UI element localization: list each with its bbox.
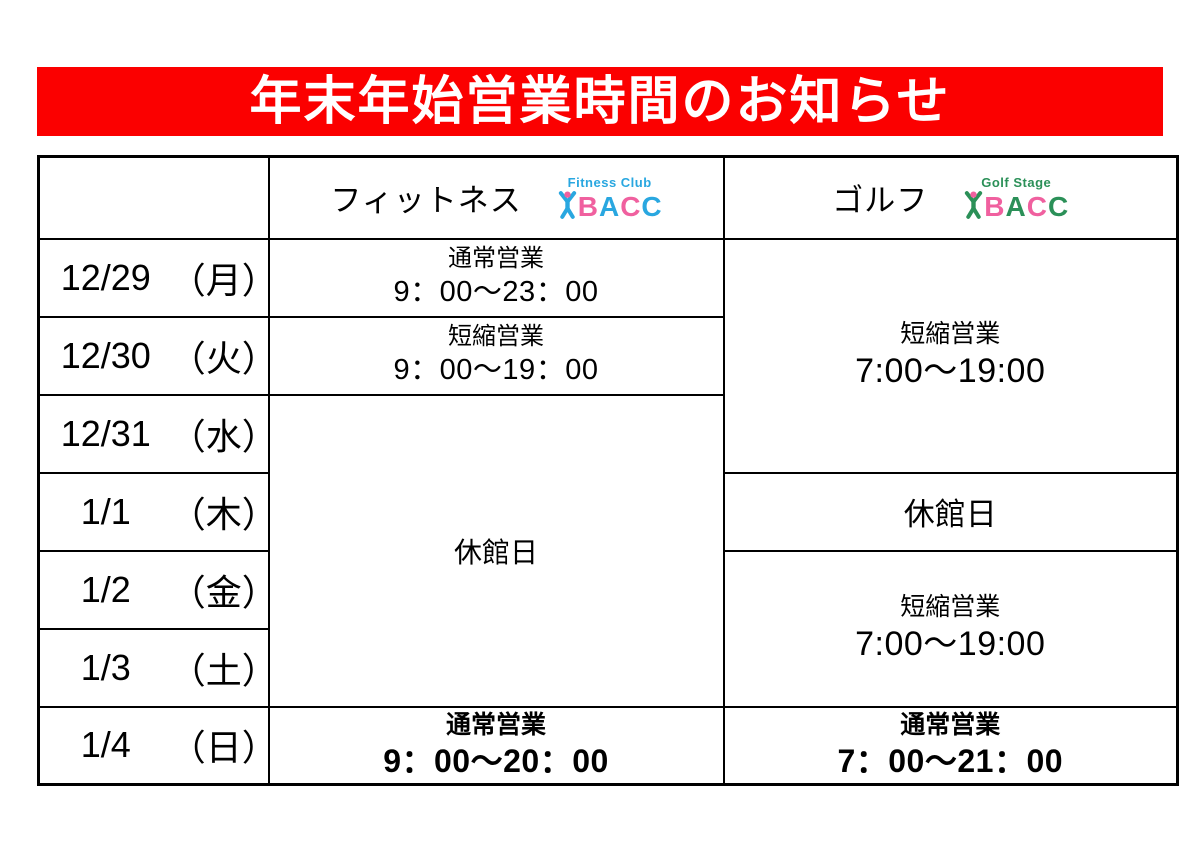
date-value: 1/2 <box>80 568 131 610</box>
date-cell-12-29: 12/29 （月） <box>37 237 278 318</box>
person-arms-up-icon <box>558 191 576 220</box>
weekday-value: （月） <box>169 259 278 301</box>
fitness-label: フィットネス <box>330 183 522 219</box>
table-row: 12/31 （水） 休館日 <box>37 393 1178 708</box>
golf-column-header: ゴルフ Golf Stage B <box>722 155 1179 240</box>
date-value: 1/3 <box>80 646 131 688</box>
hours-table: フィットネス Fitness Club B <box>37 155 1179 786</box>
golf-closed-jan1: 休館日 <box>722 471 1179 552</box>
date-value: 1/1 <box>80 490 131 532</box>
golf-label: ゴルフ <box>832 183 929 219</box>
date-value: 1/4 <box>80 724 131 766</box>
weekday-value: （火） <box>169 337 278 379</box>
logo-letter: C <box>1026 191 1047 223</box>
table-row: 12/30 （火） 短縮営業 9：00～19：00 <box>37 315 1178 396</box>
title-banner: 年末年始営業時間のお知らせ <box>37 67 1163 136</box>
date-cell-12-30: 12/30 （火） <box>37 315 278 396</box>
golf-stage-logo: Golf Stage B A C <box>964 175 1069 223</box>
golf-logo-tagline: Golf Stage <box>981 175 1052 191</box>
fitness-club-logo: Fitness Club B A C <box>558 175 662 223</box>
golf-hours-dec29-dec31: 短縮営業 7:00～19:00 <box>722 237 1179 474</box>
status-label: 通常営業 <box>900 710 1001 739</box>
weekday-value: （金） <box>169 571 278 613</box>
table-row: 1/4 （日） 通常営業 9：00～20：00 通常営業 7：00～21：00 <box>37 705 1179 786</box>
table-row: 12/29 （月） 通常営業 9：00～23：00 短縮営業 7:00～19:0… <box>37 237 1179 474</box>
golf-hours-jan4: 通常営業 7：00～21：00 <box>722 705 1179 786</box>
date-cell-1-4: 1/4 （日） <box>37 705 278 786</box>
logo-letter: C <box>620 191 641 223</box>
date-value: 12/30 <box>60 334 151 376</box>
fitness-hours-dec30: 短縮営業 9：00～19：00 <box>267 315 725 396</box>
status-label: 通常営業 <box>445 710 546 739</box>
page-title: 年末年始営業時間のお知らせ <box>249 72 951 131</box>
date-value: 12/29 <box>60 256 151 298</box>
hours-value: 7：00～21：00 <box>837 742 1064 779</box>
weekday-value: （木） <box>169 493 278 535</box>
date-value: 12/31 <box>60 412 151 454</box>
weekday-value: （土） <box>169 649 278 691</box>
fitness-column-header: フィットネス Fitness Club B <box>267 155 725 240</box>
status-label: 短縮営業 <box>448 323 544 351</box>
corner-cell <box>37 155 270 240</box>
date-cell-1-2: 1/2 （金） <box>37 549 278 630</box>
logo-letter: A <box>598 191 620 223</box>
fitness-logo-tagline: Fitness Club <box>567 175 652 191</box>
table-row: 1/1 （木） 休館日 <box>37 471 1179 552</box>
fitness-hours-dec29: 通常営業 9：00～23：00 <box>267 237 725 318</box>
hours-value: 9：00～23：00 <box>393 276 599 309</box>
logo-letter: B <box>984 191 1005 223</box>
table-row: 1/2 （金） 短縮営業 7:00～19:00 <box>37 549 1179 708</box>
hours-value: 9：00～19：00 <box>393 354 599 387</box>
date-cell-12-31: 12/31 （水） <box>37 393 278 474</box>
hours-value: 7:00～19:00 <box>855 351 1046 390</box>
table-row: 1/3 （土） <box>37 627 1178 708</box>
person-arms-up-icon <box>965 191 983 220</box>
fitness-hours-jan4: 通常営業 9：00～20：00 <box>267 705 725 786</box>
hours-value: 9：00～20：00 <box>383 742 609 779</box>
logo-letter: A <box>1005 191 1026 223</box>
header-row: フィットネス Fitness Club B <box>37 155 1179 240</box>
status-label: 短縮営業 <box>900 592 1001 621</box>
fitness-closed-dec31-jan3: 休館日 <box>267 393 725 708</box>
weekday-value: （日） <box>169 727 278 769</box>
logo-letter: C <box>641 191 662 223</box>
logo-letter: B <box>577 191 598 223</box>
date-cell-1-1: 1/1 （木） <box>37 471 278 552</box>
hours-value: 7:00～19:00 <box>855 624 1046 663</box>
weekday-value: （水） <box>169 415 278 457</box>
logo-letter: C <box>1047 191 1069 223</box>
status-label: 短縮営業 <box>900 319 1001 348</box>
date-cell-1-3: 1/3 （土） <box>37 627 278 708</box>
golf-hours-jan2-jan3: 短縮営業 7:00～19:00 <box>722 549 1179 708</box>
status-label: 通常営業 <box>448 245 544 273</box>
